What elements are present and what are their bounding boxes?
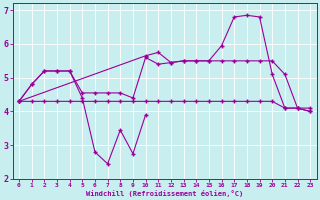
X-axis label: Windchill (Refroidissement éolien,°C): Windchill (Refroidissement éolien,°C) [86,190,243,197]
